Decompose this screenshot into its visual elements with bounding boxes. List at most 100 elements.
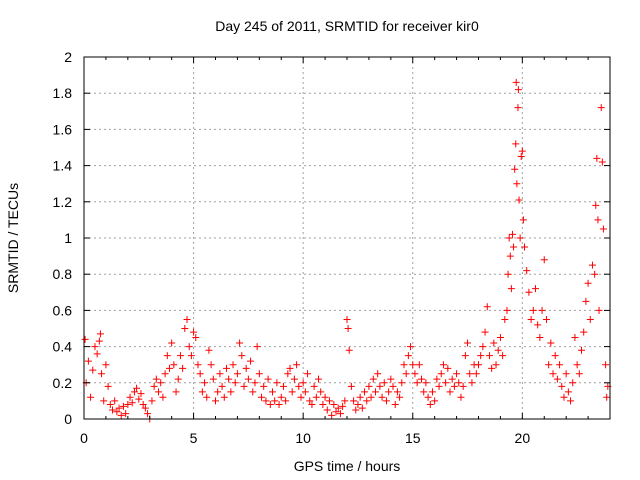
data-point [380,379,388,387]
data-point [396,393,404,401]
data-point [518,147,526,155]
data-point [170,361,178,369]
data-point [389,382,397,390]
data-point [369,375,377,383]
data-point [240,382,248,390]
x-tick-label: 15 [405,430,421,446]
data-point [174,375,182,383]
data-point [336,410,344,418]
data-point [595,306,603,314]
data-point [95,337,103,345]
data-point [511,165,519,173]
data-point [91,343,99,351]
data-point [418,375,426,383]
data-point [398,379,406,387]
data-point [258,393,266,401]
data-point [284,370,292,378]
data-point [236,339,244,347]
data-point [582,297,590,305]
data-point [374,370,382,378]
data-point [591,270,599,278]
data-point [163,352,171,360]
data-point [111,397,119,405]
data-point [542,315,550,323]
data-point [602,361,610,369]
y-tick-label: 0.2 [53,375,73,391]
data-point [293,361,301,369]
data-point [242,364,250,372]
data-point [113,408,121,416]
data-point [477,352,485,360]
data-point [119,402,127,410]
y-tick-labels: 0 0.2 0.4 0.6 0.8 1 1.2 1.4 1.6 1.8 2 [53,49,73,427]
data-point [218,382,226,390]
y-tick-label: 1.6 [53,121,73,137]
data-point [321,393,329,401]
data-point [295,382,303,390]
data-point [499,352,507,360]
data-point [209,375,217,383]
data-point [508,230,516,238]
data-point [345,346,353,354]
data-point [225,375,233,383]
data-point [308,401,316,409]
data-point [212,397,219,405]
y-axis-label: SRMTID / TECUs [5,183,21,293]
data-point [222,364,230,372]
data-point [523,267,531,275]
data-point [81,335,89,343]
data-point [271,397,279,405]
data-point [328,411,336,419]
data-point [553,375,561,383]
data-point [481,328,489,336]
data-point [599,225,607,233]
data-point [84,357,92,365]
y-tick-label: 0.8 [53,266,73,282]
data-point [573,361,581,369]
data-point [365,382,373,390]
data-point [593,154,601,162]
data-point [556,361,564,369]
data-point [201,379,209,387]
data-point [560,393,568,401]
data-point [196,370,204,378]
data-point [538,306,546,314]
data-point [402,370,410,378]
data-point [459,382,467,390]
data-point [540,256,548,264]
data-point [192,334,200,342]
data-point [457,393,465,401]
data-point [299,379,307,387]
data-point [433,375,441,383]
data-point [262,397,270,405]
data-point [594,216,602,224]
data-point [306,397,314,405]
data-point [185,343,193,351]
data-point [168,339,176,347]
y-tick-label: 0.4 [53,339,73,355]
data-point [139,401,147,409]
data-point [525,288,533,296]
data-point [472,370,480,378]
data-point [413,379,421,387]
data-point [569,379,577,387]
data-point [117,411,125,419]
x-tick-label: 20 [515,430,531,446]
data-point [597,104,605,112]
data-point [214,388,222,396]
data-point [387,375,395,383]
data-point [506,252,514,260]
data-point [426,401,434,409]
axis-ticks [83,56,610,420]
data-point [124,401,132,409]
data-point [578,346,586,354]
data-point [102,361,110,369]
data-point [393,388,401,396]
data-point [205,346,213,354]
y-tick-label: 1.2 [53,194,73,210]
data-point [183,315,191,323]
data-point [575,370,583,378]
data-point [135,395,143,403]
data-point [479,343,487,351]
data-point [350,397,358,405]
